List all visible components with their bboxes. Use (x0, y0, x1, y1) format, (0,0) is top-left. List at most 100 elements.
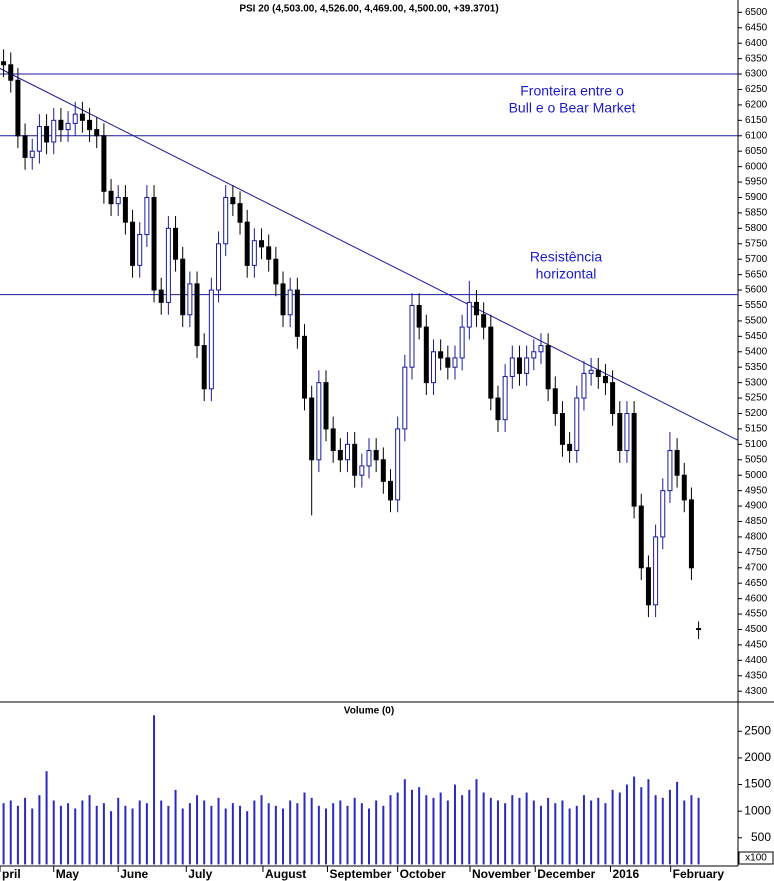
multiplier-box (738, 851, 774, 865)
volume-bar (95, 805, 98, 865)
volume-bar (389, 795, 392, 865)
annotation: Bull e o Bear Market (509, 100, 636, 116)
annotation: horizontal (536, 266, 597, 282)
volume-bar (310, 797, 313, 865)
y-tick-label: 4450 (745, 640, 768, 651)
y-tick-label: 6100 (745, 130, 768, 141)
candle-body (180, 258, 186, 316)
volume-bar (325, 808, 328, 865)
volume-bar (554, 803, 557, 865)
volume-bar (496, 800, 499, 865)
y-tick-label: 6300 (745, 69, 768, 80)
candle-body (187, 283, 193, 316)
candle-body (165, 227, 171, 303)
candle-body (173, 227, 179, 260)
volume-bar (253, 800, 256, 865)
volume-bar (24, 797, 27, 865)
volume-bar (697, 797, 700, 865)
volume-bar (203, 800, 206, 865)
volume-bar (468, 789, 471, 865)
x-tick-label: August (265, 867, 306, 881)
y-tick-label: 5250 (745, 393, 768, 404)
candle-body (108, 190, 114, 205)
volume-bar (690, 795, 693, 865)
y-tick-label: 500 (751, 830, 771, 844)
candle-body (516, 357, 522, 374)
y-tick-label: 5950 (745, 177, 768, 188)
volume-bar (303, 792, 306, 865)
candle-body (602, 375, 608, 384)
volume-bar (16, 805, 19, 865)
volume-bar (568, 808, 571, 865)
volume-bar (375, 800, 378, 865)
candle-body (137, 234, 143, 266)
volume-bar (676, 781, 679, 865)
candle-body (309, 397, 315, 461)
volume-bar (611, 789, 614, 865)
volume-bar (145, 803, 148, 865)
volume-bar (117, 797, 120, 865)
volume-bar (618, 792, 621, 865)
x-tick-label: June (120, 867, 148, 881)
x-tick-label: December (537, 867, 595, 881)
volume-bar (188, 803, 191, 865)
y-tick-label: 6000 (745, 161, 768, 172)
volume-bar (446, 800, 449, 865)
x-tick-label: February (673, 867, 725, 881)
candle-body (330, 428, 336, 452)
volume-bar (625, 784, 628, 865)
candle-body (151, 196, 157, 291)
volume-bar (489, 797, 492, 865)
candle-body (294, 289, 300, 337)
y-tick-label: 4700 (745, 562, 768, 573)
candle-body (316, 382, 322, 461)
candle-body (387, 480, 393, 501)
candle-body (402, 366, 408, 430)
volume-bar (231, 803, 234, 865)
x-tick-label: May (56, 867, 80, 881)
volume-bar (461, 795, 464, 865)
candle-body (638, 505, 644, 569)
candle-body (653, 536, 659, 606)
volume-bar (360, 803, 363, 865)
candle-body (373, 450, 379, 461)
candle-body (595, 369, 601, 377)
y-tick-label: 4900 (745, 501, 768, 512)
candle-body (502, 375, 508, 421)
candle-body (473, 301, 479, 316)
y-tick-label: 4950 (745, 485, 768, 496)
candle-body (352, 443, 358, 476)
candle-body (631, 412, 637, 507)
volume-bar (547, 797, 550, 865)
volume-bar (403, 779, 406, 865)
volume-bar (59, 805, 62, 865)
y-tick-label: 5700 (745, 254, 768, 265)
candle-body (438, 351, 444, 359)
candle-body (430, 351, 436, 384)
volume-bar (9, 800, 12, 865)
volume-bar (260, 795, 263, 865)
volume-bar (217, 797, 220, 865)
volume-bar (267, 803, 270, 865)
candle-body (115, 196, 121, 205)
y-tick-label: 2500 (744, 723, 771, 737)
volume-bar (2, 803, 5, 865)
volume-bar (31, 808, 34, 865)
x-tick-label: September (329, 867, 391, 881)
candle-body (660, 490, 666, 538)
volume-bar (475, 779, 478, 865)
volume-bar (504, 803, 507, 865)
candle-body (223, 196, 229, 245)
candle-body (94, 129, 100, 137)
y-tick-label: 5050 (745, 454, 768, 465)
volume-bar (633, 776, 636, 865)
y-tick-label: 6150 (745, 115, 768, 126)
volume-bar (561, 800, 564, 865)
candle-body (158, 289, 164, 303)
candle-body (201, 345, 207, 390)
volume-bar (339, 800, 342, 865)
candle-body (130, 221, 136, 266)
candle-body (466, 301, 472, 328)
candle-body (323, 382, 329, 430)
